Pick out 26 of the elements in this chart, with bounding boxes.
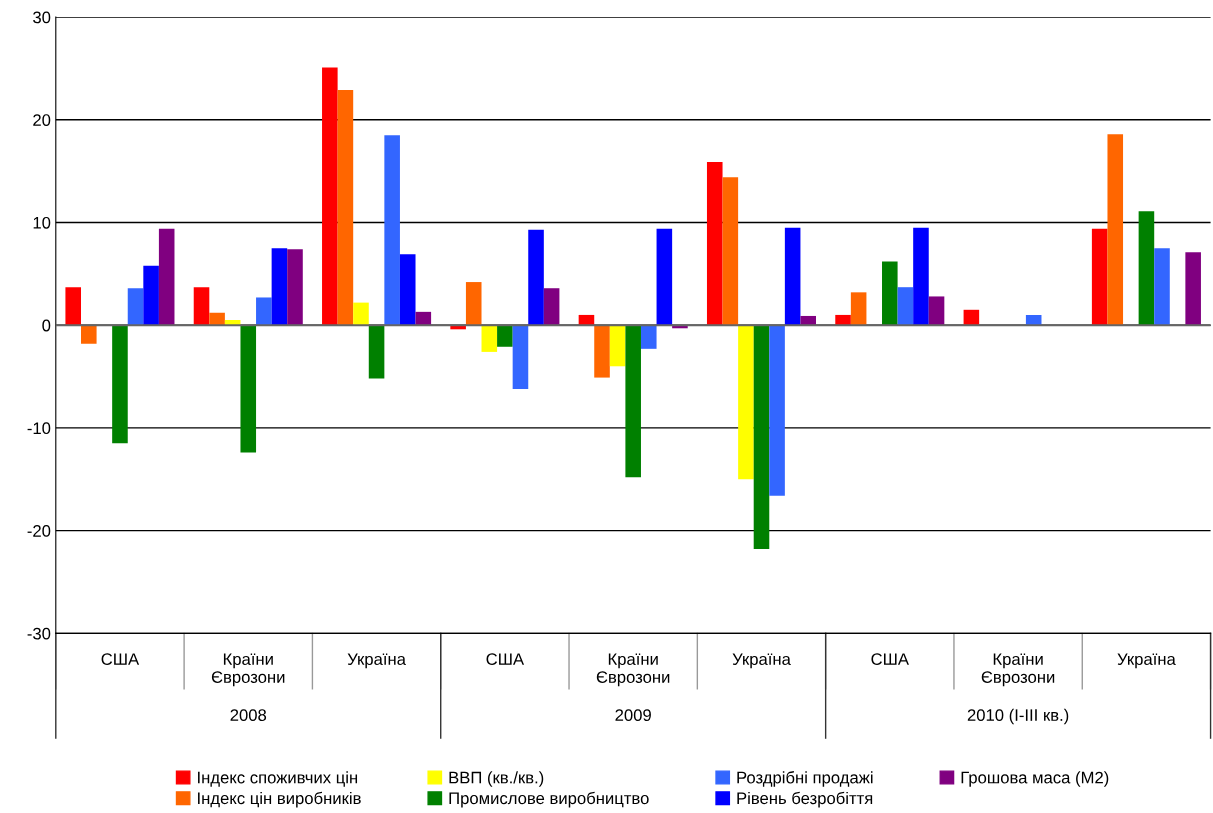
- y-tick-label: 0: [42, 319, 51, 332]
- y-tick-label: 10: [33, 216, 51, 229]
- legend-label: Роздрібні продажі: [737, 771, 873, 787]
- x-tick-label: Країни Єврозони: [596, 653, 670, 687]
- legend-label: Індекс споживчих цін: [198, 771, 358, 787]
- legend-label: Рівень безробіття: [737, 791, 873, 808]
- text: 2010 (I-III кв.): [967, 708, 1069, 725]
- x-tick-label: США: [486, 653, 525, 666]
- text: 2008: [230, 709, 267, 721]
- x-tick-label: Країни Єврозони: [981, 653, 1055, 687]
- y-tick-label: 30: [33, 11, 51, 24]
- y-tick-label: -30: [27, 627, 51, 640]
- legend-label: Індекс цін виробників: [198, 791, 361, 808]
- x-tick-label: Україна: [347, 653, 406, 669]
- legend-label: ВВП (кв./кв.): [449, 771, 544, 787]
- legend-label: Промислове виробництво: [449, 791, 649, 808]
- x-tick-label: Україна: [1117, 653, 1176, 669]
- x-tick-label: Країни Єврозони: [211, 653, 285, 687]
- x-tick-label: США: [101, 653, 140, 666]
- text: 2009: [615, 709, 651, 721]
- y-tick-label: 20: [33, 114, 51, 126]
- x-tick-label: Україна: [732, 653, 791, 669]
- y-tick-label: -10: [27, 422, 51, 435]
- legend-label: Грошова маса (М2): [961, 771, 1109, 787]
- y-tick-label: -20: [27, 525, 51, 537]
- x-tick-label: США: [871, 653, 909, 666]
